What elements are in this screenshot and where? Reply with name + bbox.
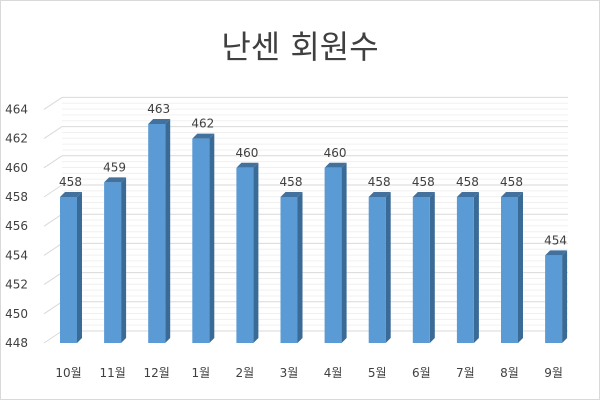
bar-side bbox=[253, 162, 259, 343]
y-tick-label: 454 bbox=[5, 248, 28, 262]
bar-top bbox=[456, 192, 479, 197]
x-tick-label: 2월 bbox=[236, 366, 255, 380]
bar-top bbox=[324, 162, 347, 168]
x-tick-label: 12월 bbox=[144, 366, 170, 380]
y-tick-label: 458 bbox=[5, 190, 28, 204]
x-tick-label: 4월 bbox=[324, 366, 343, 380]
bar bbox=[280, 197, 298, 343]
bar-top bbox=[545, 250, 568, 256]
bar-top bbox=[412, 192, 435, 197]
x-tick-label: 5월 bbox=[368, 366, 387, 380]
chart-title: 난센 회원수 bbox=[221, 28, 379, 66]
bar bbox=[236, 167, 254, 343]
y-tick-label: 460 bbox=[5, 161, 28, 175]
bar-side bbox=[121, 177, 127, 343]
data-label: 463 bbox=[147, 102, 170, 116]
bar-side bbox=[518, 192, 523, 343]
grid-diagonal bbox=[43, 330, 63, 344]
bar bbox=[148, 124, 166, 343]
x-tick-label: 11월 bbox=[99, 366, 125, 380]
bar bbox=[368, 197, 386, 343]
data-label: 458 bbox=[59, 175, 82, 189]
bar-side bbox=[209, 133, 215, 343]
y-tick-label: 450 bbox=[5, 307, 28, 321]
grid-diagonal bbox=[43, 213, 63, 227]
data-label: 460 bbox=[235, 146, 258, 160]
data-label: 458 bbox=[368, 175, 391, 189]
y-tick-label: 452 bbox=[5, 278, 28, 292]
bar bbox=[60, 197, 77, 343]
bar-top bbox=[236, 162, 259, 168]
bar-side bbox=[341, 162, 347, 343]
bar-side bbox=[473, 192, 479, 343]
grid-diagonal bbox=[43, 301, 63, 315]
bar bbox=[412, 197, 430, 343]
x-tick-label: 3월 bbox=[280, 366, 299, 380]
x-tick-label: 6월 bbox=[412, 366, 431, 380]
data-label: 458 bbox=[280, 175, 303, 189]
x-tick-label: 1월 bbox=[191, 366, 210, 380]
bar-top bbox=[368, 192, 391, 197]
bar-side bbox=[165, 119, 171, 343]
y-tick-label: 448 bbox=[5, 336, 28, 350]
grid-diagonal bbox=[43, 272, 63, 286]
bar-side bbox=[385, 192, 391, 343]
grid-diagonal bbox=[43, 155, 63, 169]
y-tick-label: 464 bbox=[5, 102, 28, 116]
y-tick-label: 456 bbox=[5, 219, 28, 233]
grid-diagonal bbox=[43, 96, 63, 110]
bar-side bbox=[77, 192, 82, 343]
data-label: 458 bbox=[412, 175, 435, 189]
grid-diagonal bbox=[43, 242, 63, 256]
bar bbox=[501, 197, 518, 343]
x-tick-label: 7월 bbox=[456, 366, 475, 380]
y-tick-label: 462 bbox=[5, 132, 28, 146]
data-label: 460 bbox=[324, 146, 347, 160]
bar-top bbox=[280, 192, 303, 197]
data-label: 458 bbox=[500, 175, 523, 189]
data-label: 462 bbox=[191, 117, 214, 131]
bar-top bbox=[192, 133, 215, 139]
bar bbox=[324, 167, 342, 343]
bar-top bbox=[60, 192, 82, 197]
bar bbox=[456, 197, 474, 343]
bar bbox=[545, 255, 563, 343]
bar-side bbox=[562, 250, 568, 343]
grid-diagonal bbox=[43, 126, 63, 140]
bar-side bbox=[429, 192, 435, 343]
x-tick-label: 8월 bbox=[500, 366, 519, 380]
bar-top bbox=[104, 177, 127, 183]
bar bbox=[192, 138, 210, 343]
bar-top bbox=[501, 192, 523, 197]
data-label: 454 bbox=[544, 233, 567, 247]
bar-top bbox=[148, 119, 171, 124]
grid-diagonal bbox=[43, 184, 63, 198]
bar bbox=[104, 182, 122, 343]
x-tick-label: 10월 bbox=[55, 366, 81, 380]
bar-side bbox=[297, 192, 303, 343]
data-label: 459 bbox=[103, 160, 126, 174]
data-label: 458 bbox=[456, 175, 479, 189]
x-tick-label: 9월 bbox=[544, 366, 563, 380]
